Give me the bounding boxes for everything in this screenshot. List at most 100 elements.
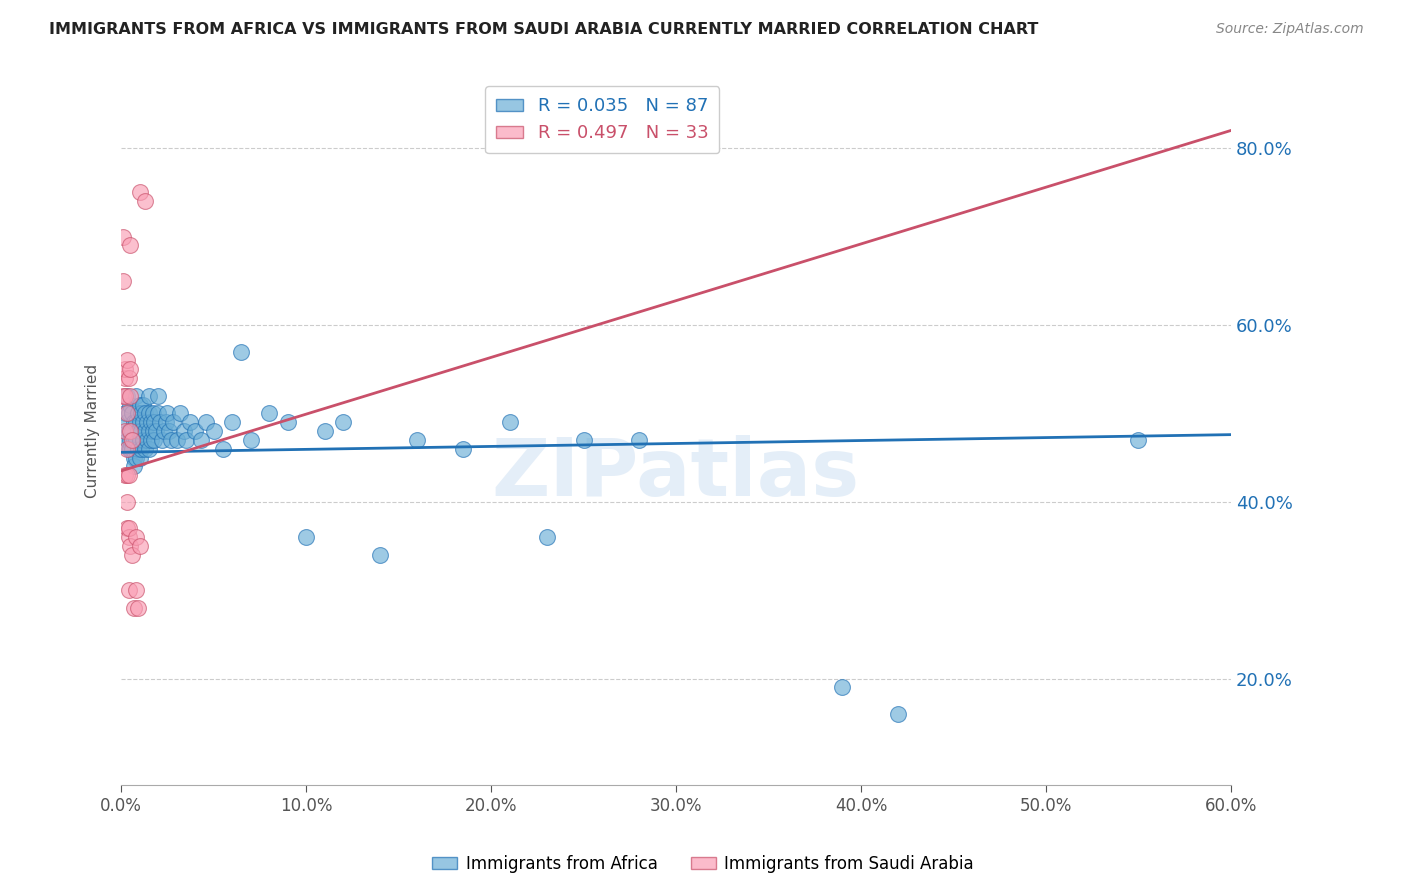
Point	[121, 433, 143, 447]
Point	[160, 433, 183, 447]
Point	[117, 530, 139, 544]
Point	[136, 415, 159, 429]
Point	[115, 415, 138, 429]
Point	[127, 424, 149, 438]
Point	[121, 424, 143, 438]
Point	[173, 424, 195, 438]
Point	[125, 433, 148, 447]
Point	[117, 424, 139, 438]
Point	[132, 433, 155, 447]
Point	[114, 424, 136, 438]
Point	[314, 424, 336, 438]
Point	[111, 274, 134, 288]
Point	[114, 362, 136, 376]
Point	[572, 433, 595, 447]
Point	[134, 442, 156, 456]
Point	[174, 433, 197, 447]
Point	[121, 442, 143, 456]
Point	[195, 415, 218, 429]
Point	[231, 344, 253, 359]
Point	[453, 442, 475, 456]
Point	[887, 706, 910, 721]
Point	[115, 353, 138, 368]
Point	[152, 424, 174, 438]
Point	[184, 424, 207, 438]
Point	[115, 433, 138, 447]
Point	[143, 433, 166, 447]
Point	[114, 389, 136, 403]
Point	[162, 415, 184, 429]
Point	[155, 415, 177, 429]
Point	[139, 415, 162, 429]
Point	[128, 186, 150, 200]
Point	[117, 371, 139, 385]
Point	[125, 415, 148, 429]
Point	[128, 398, 150, 412]
Point	[117, 583, 139, 598]
Point	[157, 424, 180, 438]
Point	[122, 415, 145, 429]
Point	[121, 548, 143, 562]
Text: IMMIGRANTS FROM AFRICA VS IMMIGRANTS FROM SAUDI ARABIA CURRENTLY MARRIED CORRELA: IMMIGRANTS FROM AFRICA VS IMMIGRANTS FRO…	[49, 22, 1039, 37]
Point	[131, 406, 153, 420]
Point	[145, 424, 167, 438]
Point	[127, 601, 149, 615]
Point	[179, 415, 201, 429]
Point	[156, 406, 179, 420]
Point	[169, 406, 191, 420]
Point	[115, 442, 138, 456]
Point	[120, 389, 142, 403]
Point	[277, 415, 299, 429]
Point	[831, 681, 853, 695]
Point	[115, 521, 138, 535]
Point	[149, 415, 172, 429]
Point	[117, 442, 139, 456]
Point	[221, 415, 243, 429]
Point	[139, 433, 162, 447]
Point	[122, 459, 145, 474]
Point	[212, 442, 235, 456]
Point	[257, 406, 280, 420]
Point	[128, 450, 150, 465]
Point	[114, 406, 136, 420]
Point	[142, 406, 165, 420]
Point	[627, 433, 650, 447]
Point	[120, 424, 142, 438]
Point	[332, 415, 354, 429]
Text: Source: ZipAtlas.com: Source: ZipAtlas.com	[1216, 22, 1364, 37]
Legend: Immigrants from Africa, Immigrants from Saudi Arabia: Immigrants from Africa, Immigrants from …	[426, 848, 980, 880]
Point	[138, 406, 160, 420]
Point	[120, 238, 142, 252]
Point	[406, 433, 429, 447]
Point	[120, 362, 142, 376]
Point	[134, 194, 156, 209]
Point	[115, 406, 138, 420]
Point	[127, 442, 149, 456]
Point	[125, 583, 148, 598]
Point	[134, 424, 156, 438]
Point	[122, 433, 145, 447]
Point	[166, 433, 188, 447]
Point	[1128, 433, 1150, 447]
Point	[117, 468, 139, 483]
Point	[138, 442, 160, 456]
Point	[138, 389, 160, 403]
Text: ZIPatlas: ZIPatlas	[492, 434, 860, 513]
Point	[115, 389, 138, 403]
Point	[115, 495, 138, 509]
Point	[125, 450, 148, 465]
Point	[125, 530, 148, 544]
Point	[202, 424, 225, 438]
Point	[111, 229, 134, 244]
Legend: R = 0.035   N = 87, R = 0.497   N = 33: R = 0.035 N = 87, R = 0.497 N = 33	[485, 87, 720, 153]
Point	[136, 433, 159, 447]
Y-axis label: Currently Married: Currently Married	[86, 364, 100, 498]
Point	[146, 406, 169, 420]
Point	[115, 468, 138, 483]
Point	[122, 450, 145, 465]
Point	[498, 415, 520, 429]
Point	[114, 468, 136, 483]
Point	[143, 415, 166, 429]
Point	[134, 406, 156, 420]
Point	[146, 389, 169, 403]
